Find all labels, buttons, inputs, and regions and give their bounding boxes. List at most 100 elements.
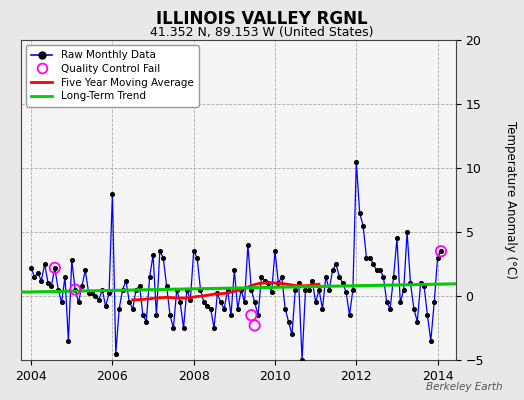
Point	[301, 286, 310, 293]
Point	[335, 274, 344, 280]
Point	[399, 286, 408, 293]
Point	[102, 303, 110, 310]
Point	[64, 338, 73, 344]
Point	[139, 312, 147, 318]
Point	[250, 322, 259, 329]
Point	[304, 286, 313, 293]
Point	[227, 312, 235, 318]
Point	[108, 190, 117, 197]
Point	[74, 299, 83, 306]
Point	[386, 306, 395, 312]
Point	[379, 274, 388, 280]
Point	[264, 280, 272, 286]
Point	[84, 290, 93, 297]
Point	[98, 286, 106, 293]
Legend: Raw Monthly Data, Quality Control Fail, Five Year Moving Average, Long-Term Tren: Raw Monthly Data, Quality Control Fail, …	[26, 45, 199, 106]
Point	[410, 306, 418, 312]
Point	[298, 357, 307, 363]
Point	[332, 261, 340, 267]
Point	[420, 282, 428, 289]
Point	[437, 248, 445, 254]
Point	[278, 274, 286, 280]
Point	[203, 303, 212, 310]
Point	[142, 318, 150, 325]
Point	[285, 318, 293, 325]
Point	[423, 312, 432, 318]
Point	[51, 265, 59, 271]
Point	[352, 158, 361, 165]
Point	[132, 286, 140, 293]
Point	[105, 290, 113, 297]
Point	[345, 312, 354, 318]
Point	[58, 299, 66, 306]
Point	[373, 267, 381, 274]
Point	[257, 274, 266, 280]
Point	[223, 286, 232, 293]
Point	[213, 290, 222, 297]
Point	[234, 306, 242, 312]
Point	[71, 286, 79, 293]
Point	[349, 286, 357, 293]
Point	[254, 312, 262, 318]
Point	[362, 254, 370, 261]
Point	[237, 286, 245, 293]
Point	[112, 350, 120, 357]
Point	[30, 274, 39, 280]
Point	[91, 293, 100, 299]
Point	[81, 267, 90, 274]
Point	[61, 274, 69, 280]
Point	[193, 254, 201, 261]
Point	[329, 267, 337, 274]
Point	[190, 248, 198, 254]
Point	[152, 312, 161, 318]
Point	[172, 286, 181, 293]
Point	[274, 280, 282, 286]
Point	[135, 282, 144, 289]
Text: ILLINOIS VALLEY RGNL: ILLINOIS VALLEY RGNL	[156, 10, 368, 28]
Point	[318, 306, 326, 312]
Point	[169, 325, 178, 331]
Point	[176, 299, 184, 306]
Point	[437, 248, 445, 254]
Point	[186, 297, 194, 303]
Point	[166, 312, 174, 318]
Point	[156, 248, 164, 254]
Point	[369, 261, 377, 267]
Point	[200, 299, 208, 306]
Point	[128, 306, 137, 312]
Y-axis label: Temperature Anomaly (°C): Temperature Anomaly (°C)	[504, 121, 517, 279]
Point	[27, 265, 35, 271]
Point	[393, 235, 401, 242]
Point	[54, 286, 62, 293]
Point	[159, 254, 167, 261]
Point	[427, 338, 435, 344]
Point	[291, 286, 300, 293]
Text: 41.352 N, 89.153 W (United States): 41.352 N, 89.153 W (United States)	[150, 26, 374, 39]
Point	[267, 289, 276, 295]
Point	[260, 278, 269, 284]
Point	[389, 274, 398, 280]
Point	[179, 325, 188, 331]
Point	[37, 278, 46, 284]
Point	[196, 286, 205, 293]
Point	[433, 254, 442, 261]
Point	[342, 289, 351, 295]
Point	[413, 318, 421, 325]
Point	[78, 282, 86, 289]
Point	[308, 278, 316, 284]
Point	[339, 280, 347, 286]
Point	[241, 299, 249, 306]
Point	[118, 286, 127, 293]
Point	[34, 270, 42, 276]
Point	[47, 282, 56, 289]
Point	[247, 286, 256, 293]
Point	[281, 306, 289, 312]
Point	[271, 248, 279, 254]
Point	[68, 257, 76, 263]
Point	[376, 267, 384, 274]
Point	[206, 306, 215, 312]
Point	[366, 254, 374, 261]
Point	[403, 229, 411, 235]
Point	[250, 299, 259, 306]
Point	[44, 280, 52, 286]
